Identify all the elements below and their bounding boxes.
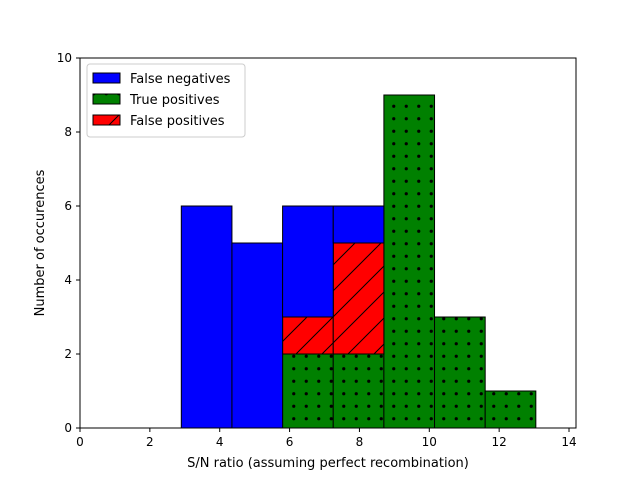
bar-false-negatives-3 — [332, 205, 385, 244]
y-tick-label: 0 — [64, 421, 72, 435]
legend: False negatives True positives False posit… — [86, 63, 246, 138]
bar-false-negatives-1 — [231, 242, 284, 429]
x-tick-label: 14 — [561, 435, 576, 449]
legend-box — [86, 63, 246, 138]
x-axis-label: S/N ratio (assuming perfect recombinatio… — [187, 456, 469, 471]
x-tick-label: 0 — [76, 435, 84, 449]
x-axis-ticks: 0 2 4 6 8 10 12 14 — [76, 428, 577, 449]
bar-true-positives-6 — [484, 390, 537, 429]
legend-item-false-positives: False positives — [92, 114, 225, 129]
y-axis-ticks: 0 2 4 6 8 10 — [57, 51, 80, 435]
bar-false-positives-2 — [282, 316, 334, 355]
x-tick-label: 8 — [356, 435, 364, 449]
legend-item-false-negatives: False negatives — [92, 72, 231, 87]
y-tick-label: 8 — [64, 125, 72, 139]
legend-label: False positives — [130, 114, 225, 129]
bar-true-positives-3 — [332, 353, 385, 429]
legend-item-true-positives: True positives — [92, 93, 220, 108]
x-tick-label: 12 — [492, 435, 507, 449]
y-axis-label: Number of occurences — [33, 169, 48, 316]
plot-area-frame — [79, 57, 577, 429]
bar-true-positives-4 — [383, 94, 436, 429]
bar-false-negatives-2 — [282, 205, 334, 318]
legend-label: False negatives — [130, 72, 231, 87]
legend-label: True positives — [129, 93, 220, 108]
x-tick-label: 2 — [146, 435, 154, 449]
y-tick-label: 6 — [64, 199, 72, 213]
x-tick-label: 4 — [216, 435, 224, 449]
x-tick-label: 10 — [422, 435, 437, 449]
bar-true-positives-5 — [434, 316, 486, 429]
bar-false-positives-3 — [332, 242, 385, 355]
bar-true-positives-2 — [282, 353, 334, 429]
y-tick-label: 4 — [64, 273, 72, 287]
y-tick-label: 2 — [64, 347, 72, 361]
y-tick-label: 10 — [57, 51, 72, 65]
x-tick-label: 6 — [286, 435, 294, 449]
bar-false-negatives-0 — [180, 205, 233, 429]
bars-layer — [180, 94, 537, 429]
